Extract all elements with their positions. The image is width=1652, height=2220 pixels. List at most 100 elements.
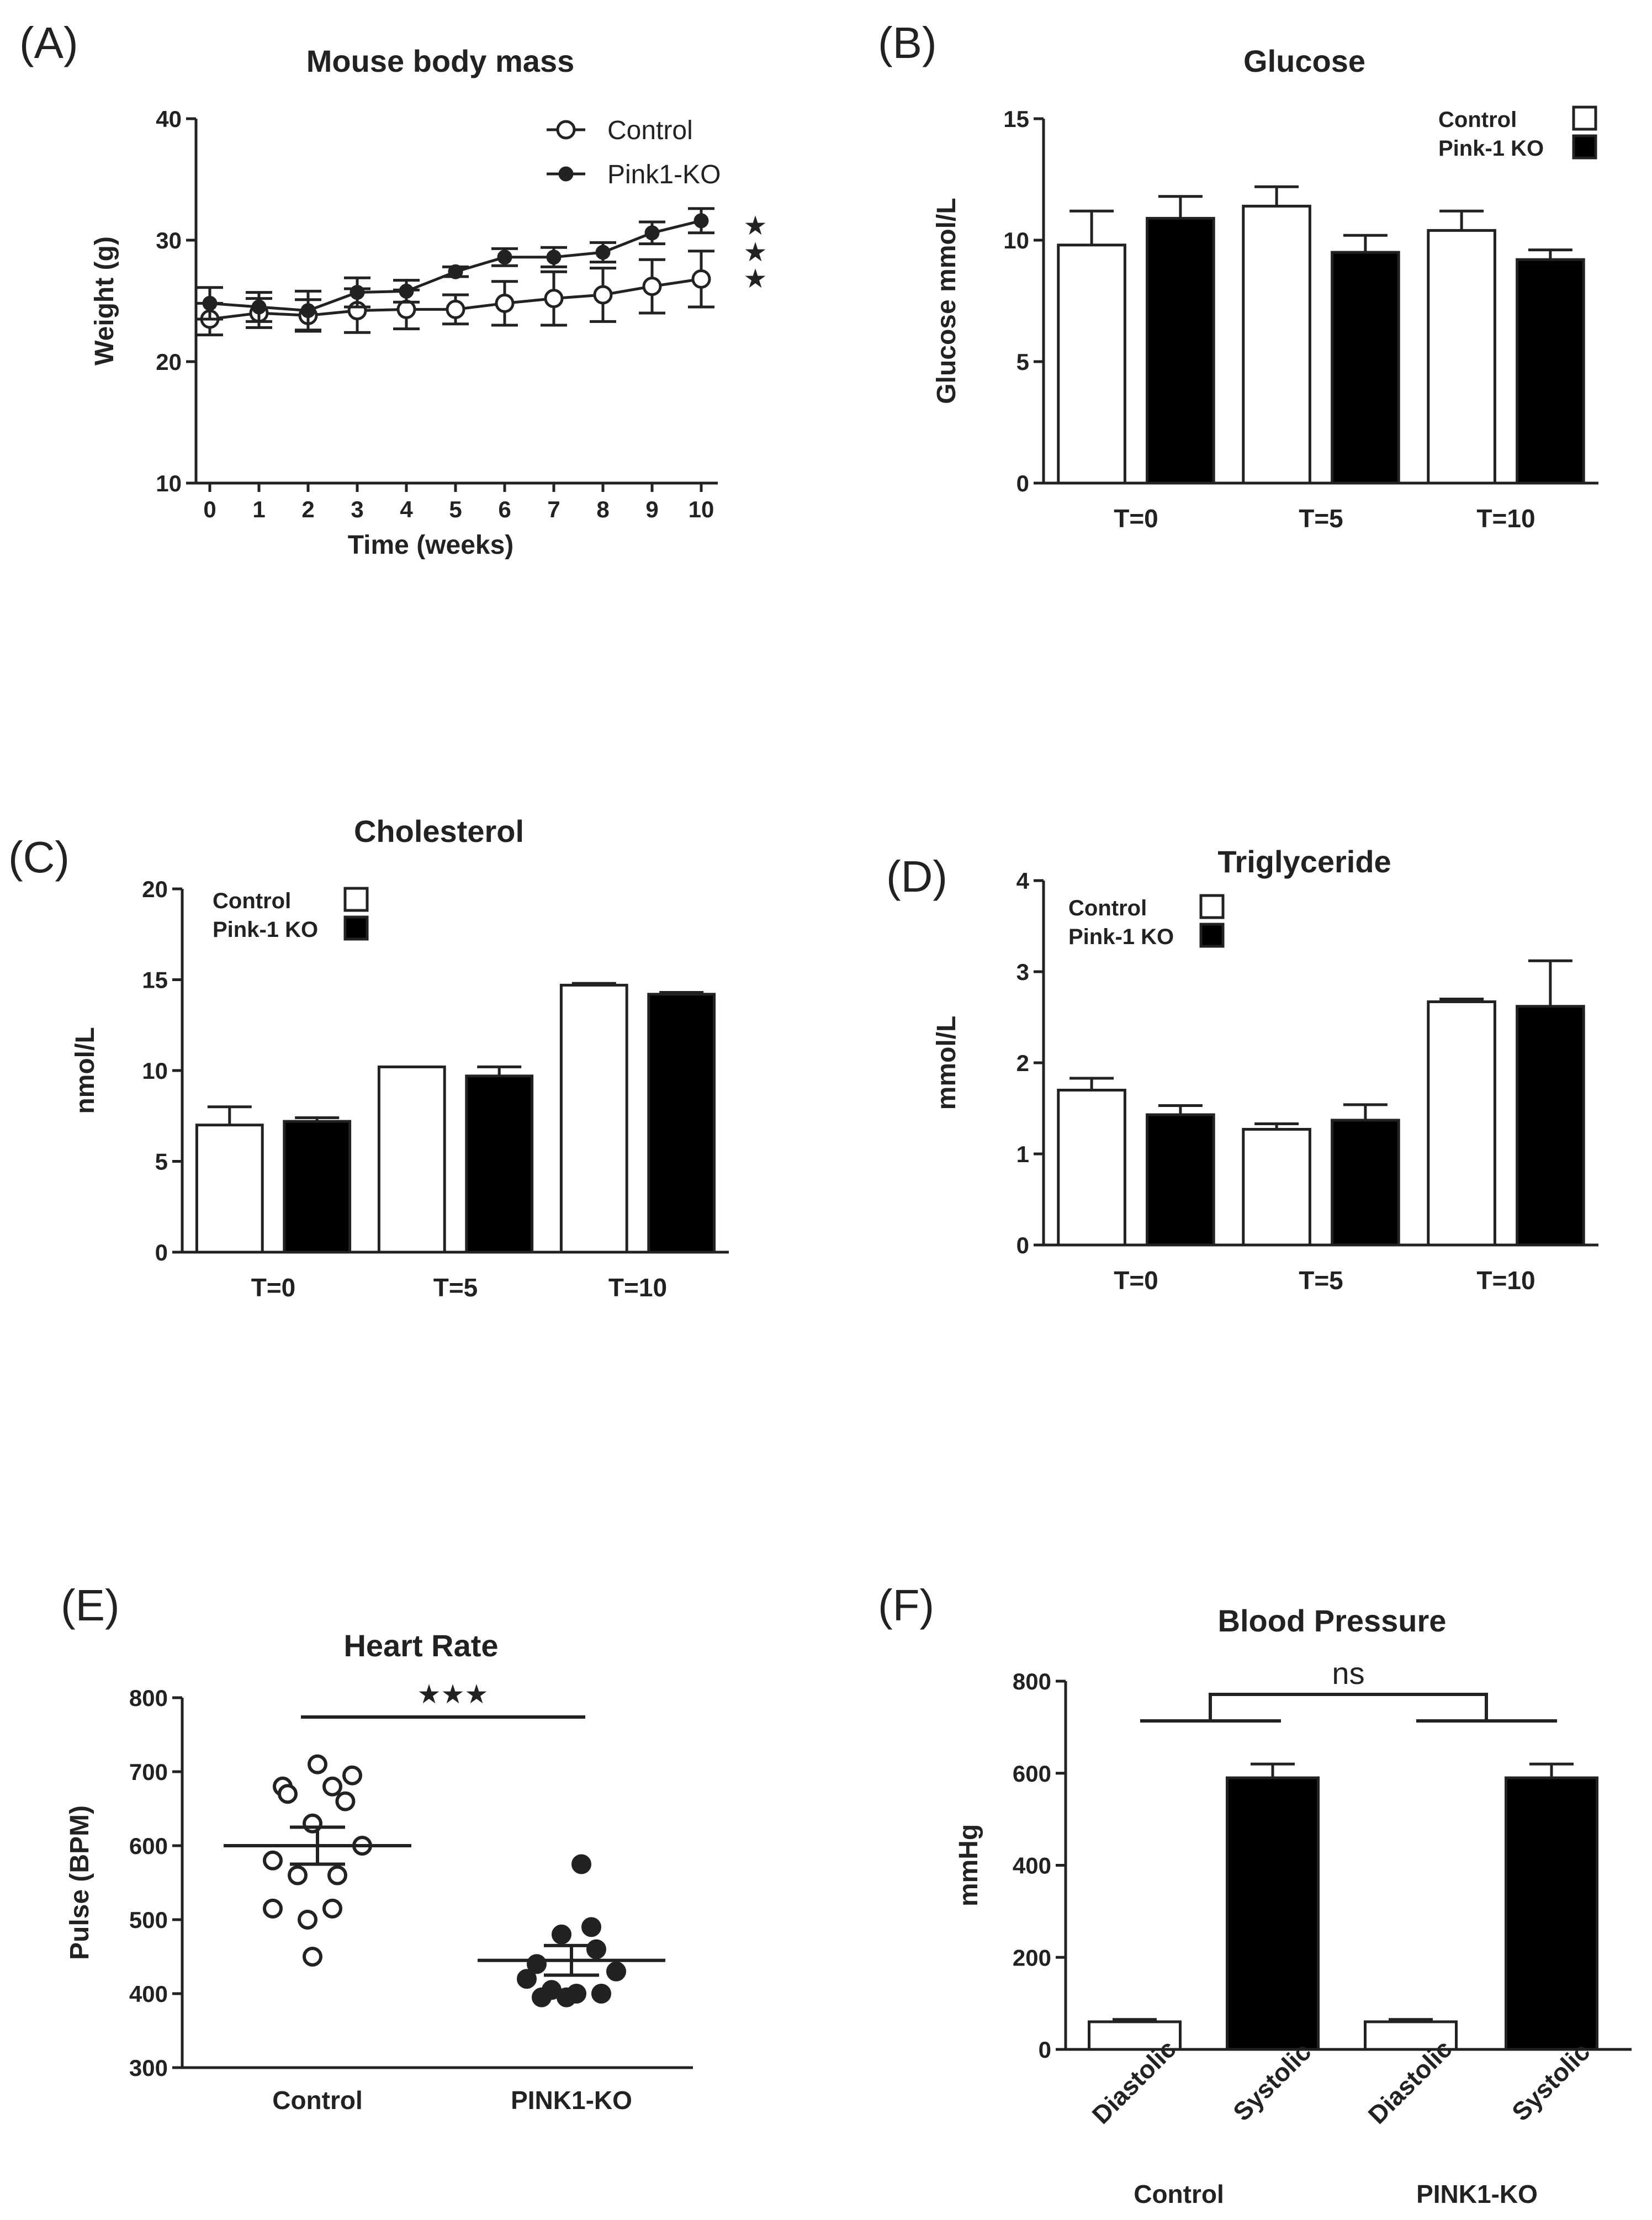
y-tick-label: 700 [129, 1759, 168, 1785]
bar [1226, 1776, 1320, 2051]
data-point [586, 1939, 606, 1959]
bar [465, 1074, 534, 1254]
data-point [202, 295, 218, 311]
x-category-label: T=0 [1114, 1266, 1158, 1295]
data-point [303, 1947, 322, 1967]
data-point [532, 1987, 552, 2007]
data-point [591, 1984, 611, 2004]
data-point [399, 283, 414, 299]
y-tick-label: 400 [1013, 1853, 1051, 1879]
y-tick-label: 0 [1016, 470, 1029, 496]
legend-swatch [1572, 134, 1597, 160]
legend-label: Control [213, 889, 291, 913]
significance-annotation: ns [1332, 1656, 1364, 1691]
data-point [263, 1898, 283, 1919]
data-point [446, 299, 465, 319]
y-tick-label: 0 [155, 1239, 168, 1265]
y-tick-label: 0 [1039, 2037, 1051, 2063]
bar [1057, 243, 1126, 485]
y-tick-label: 600 [129, 1833, 168, 1859]
significance-annotation: ★★★ [743, 210, 767, 294]
x-tick-label: 5 [449, 496, 462, 522]
x-category-label: T=5 [1299, 1266, 1343, 1295]
panel-label: (F) [878, 1581, 934, 1630]
bar [1242, 204, 1311, 485]
bar [1242, 1127, 1311, 1247]
x-category-label: T=0 [251, 1273, 296, 1302]
legend-label: Pink-1 KO [1068, 925, 1174, 949]
data-point [342, 1765, 362, 1785]
data-point [571, 1854, 591, 1874]
data-point [335, 1791, 356, 1811]
y-tick-label: 15 [142, 967, 168, 993]
y-tick-label: 1 [1016, 1141, 1029, 1167]
y-tick-label: 600 [1013, 1761, 1051, 1787]
panel-title: Heart Rate [343, 1628, 498, 1663]
legend-marker [556, 120, 576, 140]
y-tick-label: 5 [155, 1149, 168, 1175]
data-point [693, 213, 709, 229]
data-point [298, 1910, 317, 1930]
panel-title: Glucose [1243, 44, 1365, 78]
y-tick-label: 3 [1016, 959, 1029, 985]
legend-swatch [343, 915, 369, 941]
data-point [557, 1987, 576, 2007]
legend-label: Pink-1 KO [213, 918, 318, 942]
data-point [642, 277, 662, 296]
data-point [263, 1850, 283, 1871]
bracket-line [1209, 1693, 1488, 1721]
x-category-label: T=5 [1299, 504, 1343, 533]
bar [1427, 1000, 1496, 1247]
data-point [278, 1784, 298, 1804]
data-point [495, 293, 515, 313]
data-point [396, 299, 416, 319]
y-tick-label: 0 [1016, 1232, 1029, 1258]
y-tick-label: 300 [129, 2055, 168, 2081]
x-axis-label: Time (weeks) [348, 531, 514, 560]
x-tick-label: 3 [351, 496, 363, 522]
y-tick-label: 4 [1016, 868, 1030, 894]
data-point [581, 1917, 601, 1937]
y-tick-label: 10 [142, 1058, 168, 1084]
panel-label: (B) [878, 18, 937, 67]
y-tick-label: 20 [142, 876, 168, 902]
legend-marker [558, 166, 574, 182]
y-axis-label: mmol/L [932, 1016, 961, 1110]
y-tick-label: 10 [1003, 227, 1029, 253]
y-tick-label: 800 [1013, 1668, 1051, 1694]
data-point [691, 269, 711, 289]
x-category-label: Control [272, 2086, 363, 2115]
panel-label: (C) [8, 833, 70, 882]
data-point [327, 1865, 347, 1885]
x-category-label: T=10 [608, 1273, 667, 1302]
x-tick-label: 2 [301, 496, 314, 522]
legend-label: Pink1-KO [607, 160, 721, 189]
data-point [300, 303, 316, 319]
y-tick-label: 30 [156, 227, 182, 253]
data-point [546, 250, 562, 265]
panel-label: (A) [19, 18, 78, 67]
data-point [308, 1754, 327, 1774]
x-tick-label: 0 [203, 496, 216, 522]
bar [1146, 216, 1215, 485]
panel-B: (B) Glucose 0 5 10 15 Glucose mmol/L T=0 T=5 T=10… [878, 18, 1598, 533]
y-axis-label: nmol/L [71, 1027, 100, 1114]
x-tick-label: 4 [400, 496, 413, 522]
y-axis-label: mmHg [954, 1824, 983, 1906]
data-point [517, 1969, 537, 1989]
bar [195, 1124, 264, 1254]
y-axis-label: Weight (g) [90, 236, 119, 365]
y-tick-label: 40 [156, 106, 182, 132]
bar [283, 1120, 352, 1254]
bar [1057, 1089, 1126, 1247]
bar [1146, 1113, 1215, 1247]
data-point [644, 225, 660, 241]
panel-title: Triglyceride [1217, 844, 1391, 879]
x-tick-label: 1 [252, 496, 265, 522]
x-tick-label: 10 [689, 496, 714, 522]
x-tick-label: 8 [596, 496, 609, 522]
bar [1505, 1776, 1598, 2051]
y-tick-label: 800 [129, 1685, 168, 1711]
legend-swatch [343, 887, 369, 912]
y-tick-label: 10 [156, 470, 182, 496]
